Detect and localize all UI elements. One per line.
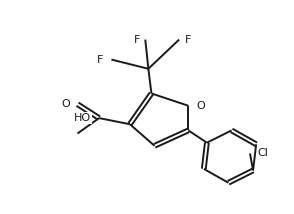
Text: F: F [185, 34, 192, 45]
Text: O: O [196, 101, 205, 111]
Text: F: F [134, 34, 141, 45]
Text: F: F [97, 55, 104, 65]
Text: O: O [61, 99, 70, 109]
Text: Cl: Cl [258, 149, 269, 159]
Text: HO: HO [74, 113, 91, 123]
